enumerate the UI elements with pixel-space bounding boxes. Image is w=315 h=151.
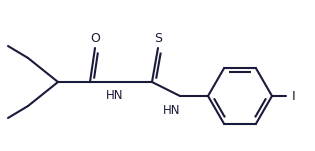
Text: HN: HN xyxy=(163,104,181,117)
Text: I: I xyxy=(292,90,296,103)
Text: HN: HN xyxy=(106,89,124,102)
Text: O: O xyxy=(90,32,100,45)
Text: S: S xyxy=(154,32,162,45)
